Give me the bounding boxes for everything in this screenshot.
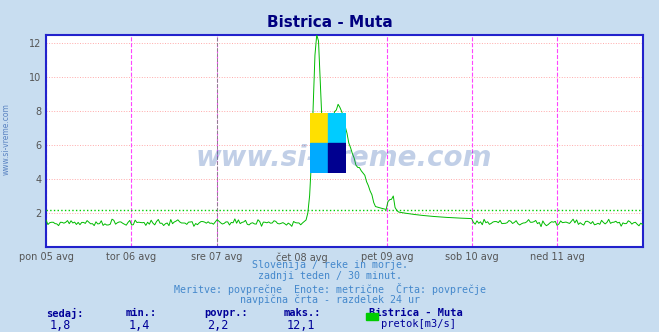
Text: www.si-vreme.com: www.si-vreme.com [196, 144, 492, 172]
Text: 12,1: 12,1 [287, 319, 315, 332]
Text: 2,2: 2,2 [208, 319, 229, 332]
Text: Bistrica - Muta: Bistrica - Muta [267, 15, 392, 30]
Text: maks.:: maks.: [283, 308, 321, 318]
Text: navpična črta - razdelek 24 ur: navpična črta - razdelek 24 ur [239, 294, 420, 305]
Text: www.si-vreme.com: www.si-vreme.com [2, 104, 11, 175]
Text: Slovenija / reke in morje.: Slovenija / reke in morje. [252, 260, 407, 270]
Text: zadnji teden / 30 minut.: zadnji teden / 30 minut. [258, 271, 401, 281]
Bar [310, 143, 328, 173]
Text: sedaj:: sedaj: [46, 308, 84, 319]
Bar [310, 113, 328, 143]
Text: pretok[m3/s]: pretok[m3/s] [381, 319, 456, 329]
Text: min.:: min.: [125, 308, 156, 318]
Bar [328, 143, 346, 173]
Text: 1,8: 1,8 [49, 319, 71, 332]
Bar [328, 113, 346, 143]
Text: Meritve: povprečne  Enote: metrične  Črta: povprečje: Meritve: povprečne Enote: metrične Črta:… [173, 283, 486, 295]
Text: Bistrica - Muta: Bistrica - Muta [369, 308, 463, 318]
Text: 1,4: 1,4 [129, 319, 150, 332]
Text: povpr.:: povpr.: [204, 308, 248, 318]
